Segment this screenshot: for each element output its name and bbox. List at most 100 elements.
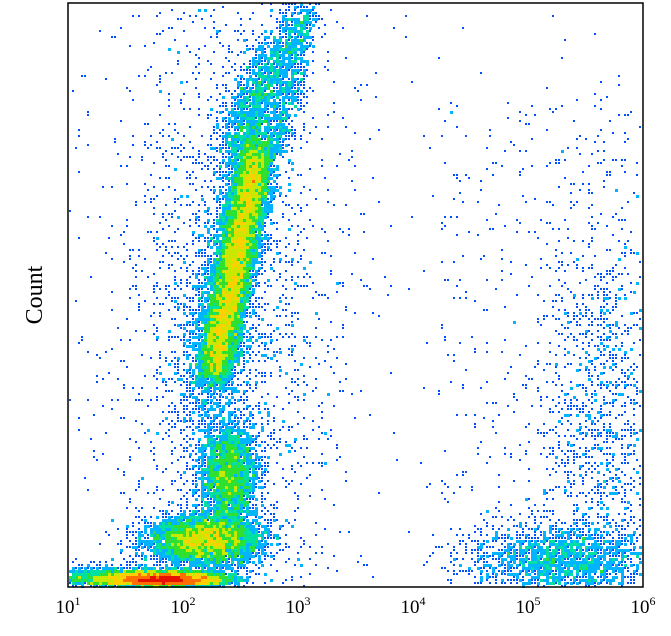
data-point bbox=[141, 555, 143, 557]
data-point bbox=[216, 282, 219, 285]
data-point bbox=[225, 156, 227, 158]
data-point bbox=[219, 489, 222, 492]
data-point bbox=[258, 408, 260, 410]
data-point bbox=[264, 213, 267, 216]
data-point bbox=[219, 426, 222, 429]
data-point bbox=[228, 558, 230, 560]
data-point bbox=[210, 459, 213, 462]
data-point bbox=[297, 84, 299, 86]
data-point bbox=[186, 267, 188, 269]
data-point bbox=[273, 144, 276, 147]
data-point bbox=[237, 417, 239, 419]
data-point bbox=[258, 540, 261, 543]
data-point bbox=[258, 156, 261, 159]
data-point bbox=[156, 516, 159, 519]
data-point bbox=[267, 66, 270, 69]
data-point bbox=[204, 489, 206, 491]
data-point bbox=[222, 228, 225, 231]
data-point bbox=[246, 216, 249, 219]
data-point bbox=[219, 249, 222, 252]
data-point bbox=[156, 369, 158, 371]
data-point bbox=[165, 576, 168, 579]
data-point bbox=[270, 537, 272, 539]
data-point bbox=[153, 198, 155, 200]
data-point bbox=[243, 309, 246, 312]
data-point bbox=[246, 195, 249, 198]
data-point bbox=[228, 297, 231, 300]
data-point bbox=[291, 579, 293, 581]
data-point bbox=[246, 321, 248, 323]
data-point bbox=[150, 543, 153, 546]
data-point bbox=[294, 450, 296, 452]
data-point bbox=[174, 528, 177, 531]
data-point bbox=[306, 27, 308, 29]
data-point bbox=[246, 483, 249, 486]
data-point bbox=[231, 558, 234, 561]
data-point bbox=[207, 114, 209, 116]
data-point bbox=[252, 294, 254, 296]
data-point bbox=[213, 282, 216, 285]
data-point bbox=[240, 108, 243, 111]
data-point bbox=[237, 438, 240, 441]
data-point bbox=[84, 573, 87, 576]
data-point bbox=[96, 381, 98, 383]
data-point bbox=[285, 486, 287, 488]
data-point bbox=[171, 264, 173, 266]
data-point bbox=[270, 84, 273, 87]
data-point bbox=[249, 219, 252, 222]
data-point bbox=[231, 252, 234, 255]
data-point bbox=[240, 117, 243, 120]
data-point bbox=[231, 429, 234, 432]
data-point bbox=[246, 552, 249, 555]
data-point bbox=[282, 42, 284, 44]
data-point bbox=[228, 264, 231, 267]
data-point bbox=[186, 81, 188, 83]
data-point bbox=[186, 387, 188, 389]
data-point bbox=[195, 522, 198, 525]
data-point bbox=[210, 423, 212, 425]
data-point bbox=[150, 582, 153, 585]
data-point bbox=[246, 87, 248, 89]
data-point bbox=[300, 21, 303, 24]
data-point bbox=[201, 327, 204, 330]
data-point bbox=[243, 480, 246, 483]
data-point bbox=[252, 390, 254, 392]
data-point bbox=[159, 555, 162, 558]
data-point bbox=[183, 342, 186, 345]
data-point bbox=[276, 51, 279, 54]
data-point bbox=[258, 477, 260, 479]
data-point bbox=[210, 420, 213, 423]
data-point bbox=[261, 477, 263, 479]
data-point bbox=[288, 177, 290, 179]
data-point bbox=[177, 357, 180, 360]
data-point bbox=[228, 474, 231, 477]
data-point bbox=[141, 531, 143, 533]
data-point bbox=[177, 198, 179, 200]
data-point bbox=[126, 570, 129, 573]
data-point bbox=[216, 435, 219, 438]
data-point bbox=[156, 249, 158, 251]
data-point bbox=[189, 543, 192, 546]
data-point bbox=[156, 546, 159, 549]
data-point bbox=[255, 297, 257, 299]
data-point bbox=[231, 201, 234, 204]
data-point bbox=[228, 414, 231, 417]
data-point bbox=[282, 147, 284, 149]
data-point bbox=[168, 537, 171, 540]
data-point bbox=[141, 477, 144, 480]
data-point bbox=[264, 528, 267, 531]
data-point bbox=[147, 537, 149, 539]
data-point bbox=[321, 294, 323, 296]
data-point bbox=[174, 519, 177, 522]
data-point bbox=[234, 123, 236, 125]
data-point bbox=[282, 123, 285, 126]
data-point bbox=[198, 513, 201, 516]
data-point bbox=[231, 420, 234, 423]
data-point bbox=[234, 321, 237, 324]
data-point bbox=[273, 534, 276, 537]
data-point bbox=[261, 516, 263, 518]
data-point bbox=[180, 525, 183, 528]
data-point bbox=[249, 66, 251, 68]
data-point bbox=[246, 159, 249, 162]
data-point bbox=[213, 537, 216, 540]
